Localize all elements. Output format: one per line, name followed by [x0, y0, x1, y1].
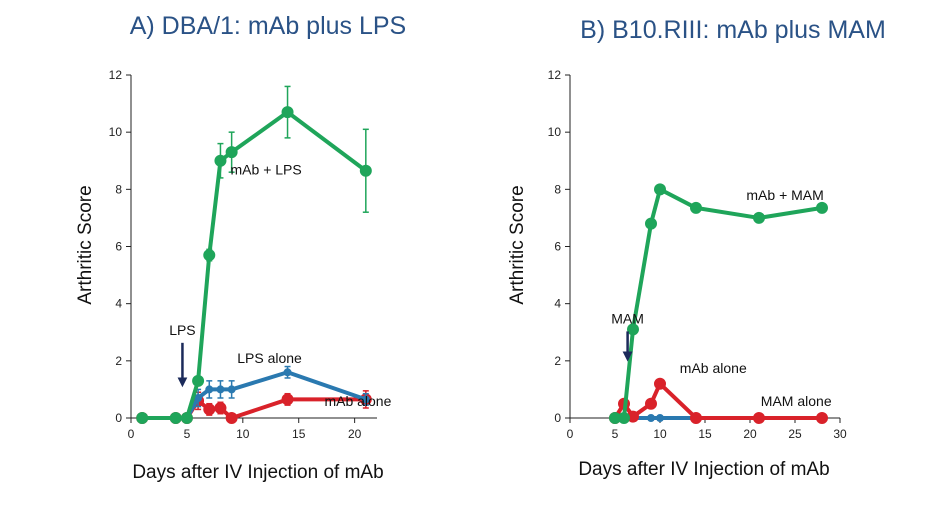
panel-a-data-point-lps-alone	[216, 385, 225, 394]
panel-a-y-tick-label: 0	[115, 411, 122, 425]
panel-b-title: B) B10.RIII: mAb plus MAM	[580, 16, 886, 44]
panel-b-x-tick-label: 0	[567, 427, 574, 441]
panel-a-data-point-lps-alone	[227, 385, 236, 394]
panel-b-x-axis-label: Days after IV Injection of mAb	[578, 459, 829, 480]
panel-b-y-tick-label: 4	[554, 297, 561, 311]
panel-b-data-point-mam-alone	[647, 414, 655, 422]
panel-a-series-annotation: mAb + LPS	[231, 161, 302, 177]
panel-a-x-tick-label: 0	[128, 427, 135, 441]
panel-a-data-point-mab-alone	[214, 401, 227, 414]
panel-a-x-tick-label: 20	[348, 427, 362, 441]
panel-b-y-tick-label: 10	[548, 125, 562, 139]
panel-b-data-point-mab-alone	[753, 412, 765, 424]
panel-a-data-point-lps-alone	[205, 385, 214, 394]
panel-b-data-point-mab-mam	[645, 217, 657, 230]
panel-a-data-point-mab-lps	[281, 106, 294, 119]
panel-a-data-point-mab-lps	[180, 412, 193, 424]
panel-a-data-point-mab-lps	[136, 412, 149, 424]
panel-b-data-point-mab-mam	[627, 323, 639, 336]
panel-a-y-tick-label: 2	[115, 354, 122, 368]
panel-a-y-tick-label: 6	[115, 240, 122, 254]
panel-a-data-point-mab-lps	[192, 374, 205, 387]
panel-b-x-tick-label: 15	[698, 427, 712, 441]
panel-b-data-point-mab-alone	[816, 412, 828, 424]
panel-b-data-point-mab-mam	[654, 183, 666, 196]
panel-a-series-line-mab-lps	[142, 110, 368, 420]
panel-b-y-tick-label: 2	[554, 354, 561, 368]
panel-b-data-point-mam-alone	[656, 414, 664, 422]
panel-b-x-tick-label: 10	[653, 427, 667, 441]
panel-b-series-annotation: mAb alone	[680, 360, 747, 376]
panel-a-series-annotation: LPS alone	[237, 350, 302, 366]
panel-a-data-point-mab-lps	[169, 412, 182, 424]
panel-b-x-tick-label: 20	[743, 427, 757, 441]
panel-b-series-annotation: MAM alone	[761, 393, 832, 409]
panel-b-x-tick-label: 25	[788, 427, 802, 441]
panel-a-title: A) DBA/1: mAb plus LPS	[130, 12, 407, 40]
panel-a-data-point-mab-alone	[203, 403, 216, 416]
panel-a-y-tick-label: 4	[115, 297, 122, 311]
panel-a-data-point-mab-lps	[203, 249, 216, 262]
panel-b-arrow-label: MAM	[611, 310, 644, 326]
panel-a-arrow-label: LPS	[169, 322, 195, 338]
panel-b-series-line-mab-mam	[615, 187, 823, 420]
panel-b-data-point-mab-mam	[618, 412, 630, 424]
panel-b-y-tick-label: 0	[554, 411, 561, 425]
panel-a-x-tick-label: 10	[236, 427, 250, 441]
panel-a-y-tick-label: 8	[115, 182, 122, 196]
panel-a-series-annotation: mAb alone	[324, 393, 391, 409]
chart-panel-b: B) B10.RIII: mAb plus MAM Days after IV …	[507, 16, 886, 480]
panel-a-x-tick-label: 5	[184, 427, 191, 441]
panel-a-y-axis-label: Arthritic Score	[75, 185, 96, 304]
panel-a-data-point-mab-alone	[225, 412, 238, 424]
panel-b-y-tick-label: 12	[548, 68, 562, 82]
panel-b-y-tick-label: 8	[554, 182, 561, 196]
panel-a-data-point-mab-alone	[281, 393, 294, 406]
panel-b-x-tick-label: 30	[833, 427, 847, 441]
panel-a-series-mab-lps	[136, 85, 372, 424]
panel-b-data-point-mab-alone	[645, 397, 657, 410]
panel-b-data-point-mab-mam	[690, 201, 702, 214]
panel-a-y-tick-label: 12	[109, 68, 123, 82]
panel-a-data-point-lps-alone	[283, 368, 292, 377]
panel-a-data-point-mab-lps	[214, 154, 227, 167]
panel-b-data-point-mab-alone	[654, 377, 666, 390]
panel-a-data-point-lps-alone	[361, 395, 370, 404]
panel-b-y-axis-label: Arthritic Score	[507, 185, 528, 304]
panel-b-series-annotation: mAb + MAM	[746, 187, 823, 203]
panel-a-x-axis-label: Days after IV Injection of mAb	[132, 462, 383, 483]
panel-b-data-point-mab-alone	[690, 412, 702, 424]
chart-panel-a: A) DBA/1: mAb plus LPS Days after IV Inj…	[75, 12, 406, 483]
panel-a-data-point-mab-lps	[225, 146, 238, 159]
panel-b-x-tick-label: 5	[612, 427, 619, 441]
panel-a-y-tick-label: 10	[109, 125, 123, 139]
panel-b-series-mab-mam	[609, 183, 828, 424]
panel-b-data-point-mab-mam	[753, 211, 765, 224]
panel-a-x-tick-label: 15	[292, 427, 306, 441]
panel-b-data-point-mab-mam	[816, 201, 828, 214]
panel-b-y-tick-label: 6	[554, 240, 561, 254]
panel-a-data-point-mab-lps	[359, 164, 372, 177]
